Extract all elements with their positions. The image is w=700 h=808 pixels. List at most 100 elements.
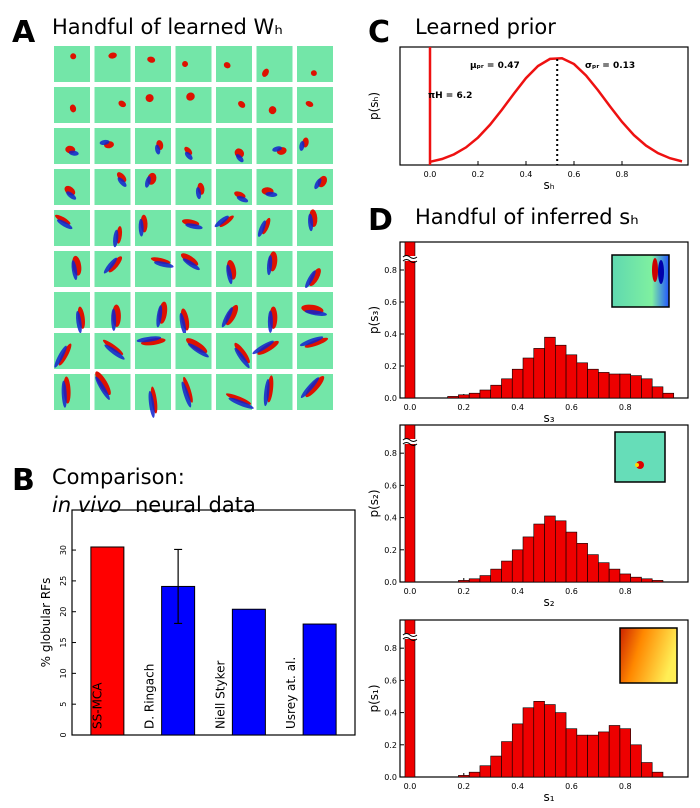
- histogram-bar: [641, 762, 653, 778]
- rf-blob: [55, 214, 71, 225]
- rf-tile: [135, 46, 171, 82]
- histogram-bar: [458, 580, 470, 583]
- rf-blob: [69, 104, 77, 113]
- rf-tile: [54, 169, 90, 205]
- panel-label: B: [12, 463, 35, 498]
- x-tick-label: 0.8: [619, 782, 632, 791]
- histogram-bar: [479, 575, 492, 583]
- histogram-bar: [468, 392, 481, 399]
- rf-blob: [236, 195, 249, 203]
- histogram-bar: [608, 725, 621, 778]
- rf-blob: [187, 343, 209, 358]
- rf-blob: [154, 261, 174, 268]
- y-tick-label: 10: [59, 668, 68, 678]
- axis-break: [402, 255, 418, 263]
- rf-tile: [175, 374, 212, 410]
- y-tick-label: 0.4: [384, 330, 397, 339]
- histogram-bar: [533, 523, 545, 583]
- chart-title: Learned prior: [415, 15, 556, 39]
- histogram-bar: [608, 373, 621, 399]
- panel-label: D: [368, 203, 393, 238]
- spike-bar: [404, 424, 416, 583]
- histogram-bar: [651, 580, 664, 583]
- rf-blob: [111, 308, 117, 331]
- x-tick-label: 0.4: [511, 403, 524, 412]
- rf-tile: [256, 87, 293, 123]
- axes-frame: [71, 509, 356, 736]
- y-tick-label: 30: [59, 545, 68, 555]
- histogram-bar: [447, 396, 459, 399]
- panel-label: C: [368, 15, 390, 50]
- rf-blob: [185, 223, 203, 230]
- histogram-bar: [479, 389, 492, 399]
- rf-tile: [297, 46, 333, 82]
- y-tick-label: 0.8: [384, 644, 397, 653]
- histogram-bar: [501, 560, 513, 583]
- y-axis-label: p(s₃): [367, 306, 381, 334]
- rf-tile: [256, 46, 293, 82]
- y-tick-label: 0.4: [384, 709, 397, 718]
- rf-tile: [256, 374, 293, 410]
- rf-blob: [76, 311, 82, 334]
- axis-break: [402, 439, 417, 444]
- rf-blob: [262, 217, 271, 235]
- rf-blob: [265, 191, 278, 197]
- x-tick-label: 0.0: [404, 587, 417, 596]
- rf-blob: [181, 381, 192, 408]
- histogram-bar: [651, 386, 664, 399]
- x-tick-label: 0.0: [424, 170, 437, 179]
- histogram-bar: [651, 771, 664, 778]
- histogram-bar: [479, 765, 492, 778]
- rf-blob: [155, 144, 161, 155]
- y-tick-label: 15: [59, 637, 68, 647]
- rf-blob: [71, 260, 78, 281]
- chart-subtitle: in vivo: [52, 493, 121, 517]
- rf-blob: [272, 146, 282, 152]
- rf-blob: [145, 94, 154, 103]
- annotation: πH = 6.2: [428, 91, 472, 101]
- rf-tile: [135, 251, 171, 287]
- rf-tile: [297, 87, 333, 123]
- rf-blob: [214, 215, 229, 228]
- rf-tile: [175, 128, 212, 164]
- rf-blob: [226, 264, 233, 285]
- y-tick-label: 0.2: [384, 546, 397, 555]
- histogram-bar: [619, 728, 631, 778]
- rf-blob: [304, 309, 327, 316]
- rf-blob: [305, 376, 325, 398]
- histogram-bar: [619, 573, 631, 583]
- inset: [611, 254, 678, 684]
- x-tick-label: 0.8: [616, 170, 629, 179]
- x-tick-label: 0.6: [565, 587, 578, 596]
- rf-blob: [184, 151, 193, 160]
- histogram-bar: [598, 731, 610, 778]
- rf-blob: [66, 191, 77, 200]
- rf-tile: [175, 87, 212, 123]
- x-tick-label: 0.6: [565, 403, 578, 412]
- rf-blob: [223, 62, 231, 69]
- x-tick-label: 0.4: [511, 782, 524, 791]
- histogram-bar: [565, 728, 578, 778]
- y-tick-label: 0.8: [384, 266, 397, 275]
- rf-blob: [314, 178, 322, 190]
- rf-tile: [216, 87, 252, 123]
- histogram-bar: [511, 549, 524, 583]
- y-tick-label: 0.6: [384, 298, 397, 307]
- rf-blob: [136, 336, 162, 343]
- rf-tile: [216, 128, 252, 164]
- rf-blob: [113, 229, 119, 248]
- annotation: σₚᵣ = 0.13: [585, 61, 635, 71]
- histogram-bar: [511, 723, 524, 778]
- rf-blob: [235, 154, 244, 163]
- rf-blob: [262, 68, 269, 77]
- x-tick-label: 0.4: [511, 587, 524, 596]
- rf-blob: [156, 305, 163, 328]
- y-tick-label: 0.6: [384, 481, 397, 490]
- x-axis-label: s₁: [543, 790, 554, 804]
- histogram-bar: [630, 744, 642, 778]
- histogram-bar: [641, 378, 653, 399]
- histogram-bar: [598, 372, 610, 399]
- rf-tile: [94, 46, 131, 82]
- histogram-bar: [630, 576, 642, 583]
- histogram-bar: [522, 707, 535, 778]
